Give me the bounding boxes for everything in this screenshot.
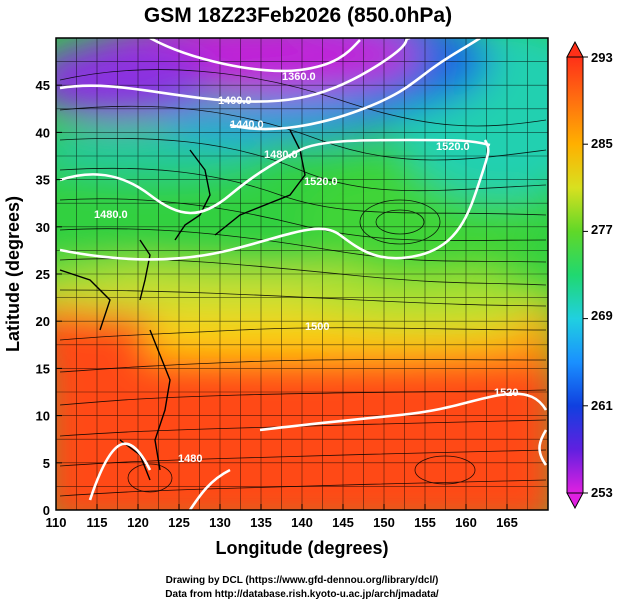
- x-tick-label: 125: [168, 515, 190, 530]
- contour-label: 1480.0: [94, 209, 128, 221]
- credit-data: Data from http://database.rish.kyoto-u.a…: [165, 589, 439, 600]
- x-axis-title: Longitude (degrees): [215, 538, 388, 558]
- x-tick-label: 110: [46, 515, 67, 530]
- contour-label: 1520.0: [436, 141, 470, 153]
- contour-label: 1360.0: [282, 71, 316, 83]
- colorbar-label: 285: [591, 136, 613, 151]
- y-tick-label: 0: [43, 503, 50, 518]
- colorbar-bar: [566, 56, 584, 494]
- streamlines: [59, 69, 547, 497]
- colorbar-label: 277: [591, 222, 613, 237]
- colorbar-top-arrow: [566, 40, 584, 58]
- x-tick-label: 150: [373, 515, 395, 530]
- page-title: GSM 18Z23Feb2026 (850.0hPa): [144, 4, 452, 27]
- colorbar-label: 253: [591, 485, 613, 500]
- x-axis-ticks: 110 115 120 125 130 135 140 145 150 155 160 165: [46, 504, 518, 530]
- y-tick-label: 40: [36, 125, 50, 140]
- credit-drawing: Drawing by DCL (https://www.gfd-dennou.o…: [166, 575, 439, 586]
- contour-label: 1400.0: [218, 95, 252, 107]
- y-tick-label: 45: [36, 78, 50, 93]
- y-axis-title: Latitude (degrees): [3, 196, 23, 352]
- colorbar-label: 293: [591, 50, 613, 65]
- map-gridlines: [55, 37, 549, 511]
- x-tick-label: 160: [455, 515, 477, 530]
- x-tick-label: 145: [332, 515, 354, 530]
- temperature-field: [56, 38, 548, 510]
- x-tick-label: 135: [250, 515, 272, 530]
- contour-label: 1480: [178, 453, 202, 465]
- contour-label: 1500: [305, 321, 329, 333]
- colorbar-label: 269: [591, 308, 613, 323]
- contour-label: 1520.0: [304, 176, 338, 188]
- y-tick-label: 5: [43, 456, 50, 471]
- x-tick-label: 115: [87, 515, 108, 530]
- x-tick-label: 130: [209, 515, 231, 530]
- contour-labels: 1360.0 1400.0 1440.0 1480.0 1520.0 1480.…: [94, 71, 518, 465]
- x-tick-label: 165: [496, 515, 518, 530]
- colorbar-label: 261: [591, 398, 613, 413]
- y-axis-ticks: 0 5 10 15 20 25 30 35 40 45: [36, 78, 62, 518]
- x-tick-label: 120: [127, 515, 149, 530]
- colorbar-bottom-arrow: [566, 492, 584, 510]
- y-tick-label: 15: [36, 361, 50, 376]
- y-tick-label: 20: [36, 314, 50, 329]
- contour-label: 1480.0: [264, 149, 298, 161]
- y-tick-label: 10: [36, 409, 50, 424]
- x-tick-label: 155: [414, 515, 436, 530]
- height-contours: [59, 38, 548, 510]
- colorbar: 293 285 277 269 261 253: [566, 40, 613, 510]
- y-tick-label: 30: [36, 220, 50, 235]
- contour-label: 1440.0: [230, 119, 264, 131]
- x-tick-label: 140: [291, 515, 313, 530]
- y-tick-label: 35: [36, 173, 50, 188]
- contour-label: 1520: [494, 387, 518, 399]
- y-tick-label: 25: [36, 267, 50, 282]
